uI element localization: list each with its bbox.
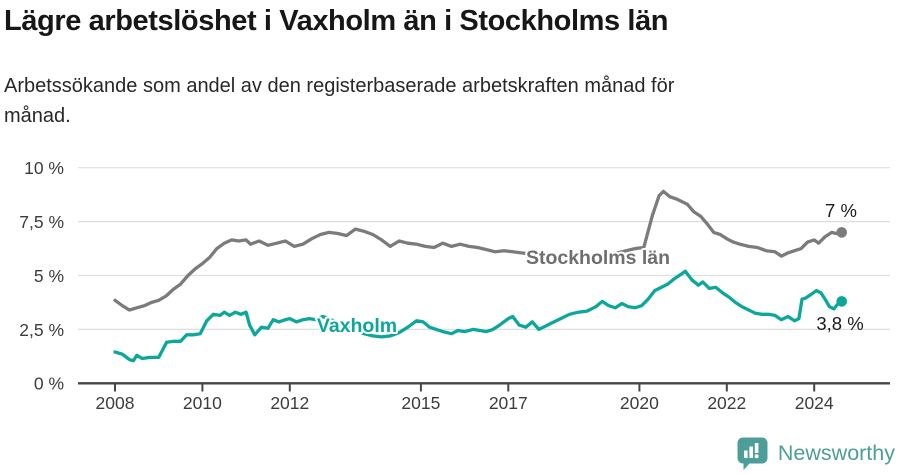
y-tick-label-10: 10 %: [24, 158, 64, 178]
x-tick-label-2020: 2020: [620, 393, 659, 413]
y-axis-labels: 10 % 7,5 % 5 % 2,5 % 0 %: [19, 158, 64, 394]
chart-subtitle-line-1: Arbetssökande som andel av den registerb…: [4, 75, 675, 97]
x-tick-label-2015: 2015: [401, 393, 440, 413]
series-label-vaxholm: Vaxholm: [317, 315, 397, 337]
chart-title: Lägre arbetslöshet i Vaxholm än i Stockh…: [4, 5, 669, 37]
x-tick-label-2024: 2024: [795, 393, 834, 413]
y-tick-label-2-5: 2,5 %: [19, 320, 64, 340]
x-tick-label-2012: 2012: [270, 393, 309, 413]
chart-subtitle: Arbetssökande som andel av den registerb…: [4, 71, 864, 131]
end-dot-vaxholm: [836, 296, 847, 307]
end-value-label-stockholms-lan: 7 %: [825, 200, 857, 221]
y-tick-label-5: 5 %: [34, 266, 64, 286]
x-axis: [78, 382, 890, 392]
x-tick-label-2017: 2017: [489, 393, 528, 413]
x-axis-labels: 2008 2010 2012 2015 2017 2020 2022 2024: [96, 393, 834, 413]
end-dot-stockholms-l-n: [836, 227, 847, 238]
y-tick-label-7-5: 7,5 %: [19, 212, 64, 232]
x-tick-label-2010: 2010: [183, 393, 222, 413]
x-tick-label-2022: 2022: [707, 393, 746, 413]
end-value-label-vaxholm: 3,8 %: [816, 313, 863, 334]
bar-chart-speech-bubble-icon: [737, 437, 768, 470]
x-tick-label-2008: 2008: [96, 393, 135, 413]
gridlines: [78, 167, 890, 330]
series-layer: [113, 189, 847, 363]
newsworthy-wordmark: Newsworthy: [777, 441, 895, 465]
line-stockholms-l-n: [113, 189, 844, 312]
series-label-stockholms-lan: Stockholms län: [526, 247, 670, 269]
chart-subtitle-line-2: månad.: [4, 105, 71, 127]
newsworthy-logo: Newsworthy: [736, 436, 895, 471]
y-tick-label-0: 0 %: [34, 374, 64, 394]
line-vaxholm: [113, 269, 844, 363]
